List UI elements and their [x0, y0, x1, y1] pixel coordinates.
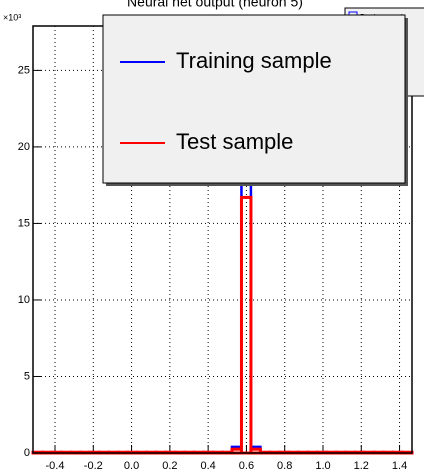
legend-label: Test sample	[176, 129, 293, 154]
legend-box	[102, 14, 406, 184]
y-tick-label: 0	[24, 447, 30, 459]
y-tick-label: 5	[24, 370, 30, 382]
chart-title: Neural net output (neuron 5)	[127, 0, 303, 10]
x-tick-label: -0.2	[84, 460, 103, 472]
legend-label: Training sample	[176, 48, 332, 73]
x-tick-label: 0.0	[124, 460, 139, 472]
x-tick-label: 0.2	[162, 460, 177, 472]
x-tick-label: 0.8	[277, 460, 292, 472]
y-multiplier: ×10³	[3, 12, 21, 22]
x-tick-label: 1.2	[354, 460, 369, 472]
x-tick-label: 1.4	[392, 460, 407, 472]
legend: Training sample Test sample	[102, 14, 408, 186]
x-tick-label: 0.6	[239, 460, 254, 472]
x-tick-label: -0.4	[46, 460, 65, 472]
x-tick-label: 1.0	[315, 460, 330, 472]
y-tick-label: 20	[18, 141, 30, 153]
x-tick-label: 0.4	[200, 460, 215, 472]
y-tick-label: 15	[18, 217, 30, 229]
y-tick-label: 25	[18, 64, 30, 76]
y-tick-label: 10	[18, 294, 30, 306]
